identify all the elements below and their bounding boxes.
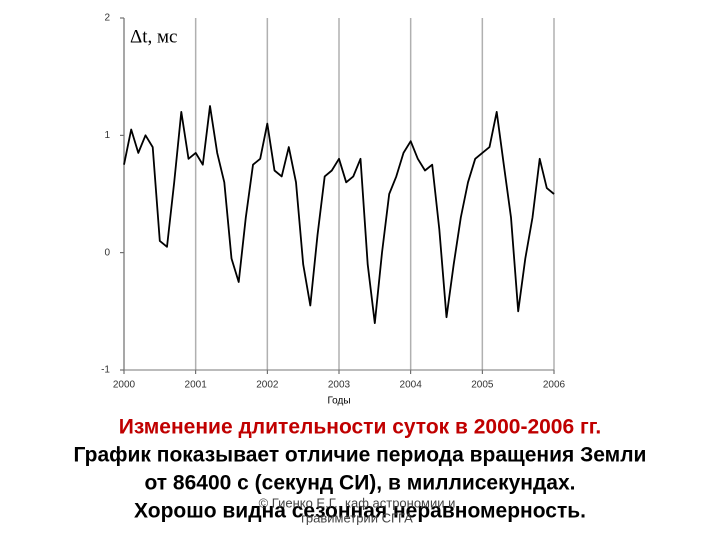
data-line bbox=[123, 105, 555, 324]
y-tick-label: 0 bbox=[104, 247, 110, 258]
y-axis-label: Δt, мс bbox=[130, 26, 177, 47]
y-tick-label: 2 bbox=[104, 13, 110, 24]
x-tick-label: 2003 bbox=[328, 380, 351, 391]
caption-line: График показывает отличие периода вращен… bbox=[74, 444, 647, 467]
y-tick-label: 1 bbox=[104, 130, 110, 141]
x-tick-label: 2006 bbox=[543, 380, 566, 391]
x-tick-label: 2002 bbox=[256, 380, 279, 391]
x-tick-label: 2004 bbox=[400, 380, 423, 391]
caption-title: Изменение длительности суток в 2000-2006… bbox=[119, 416, 601, 439]
y-tick-label: -1 bbox=[101, 365, 110, 376]
caption-line: от 86400 с (секунд СИ), в миллисекундах. bbox=[144, 472, 575, 495]
x-axis-label: Годы bbox=[327, 396, 350, 407]
x-tick-label: 2005 bbox=[471, 380, 494, 391]
caption-line: Хорошо видна сезонная неравномерность. bbox=[134, 500, 586, 523]
x-tick-label: 2000 bbox=[113, 380, 136, 391]
x-tick-label: 2001 bbox=[185, 380, 208, 391]
credit: гравиметрии СГГА bbox=[301, 510, 413, 525]
credit: © Гиенко Е.Г., каф.астрономии и bbox=[259, 495, 456, 510]
